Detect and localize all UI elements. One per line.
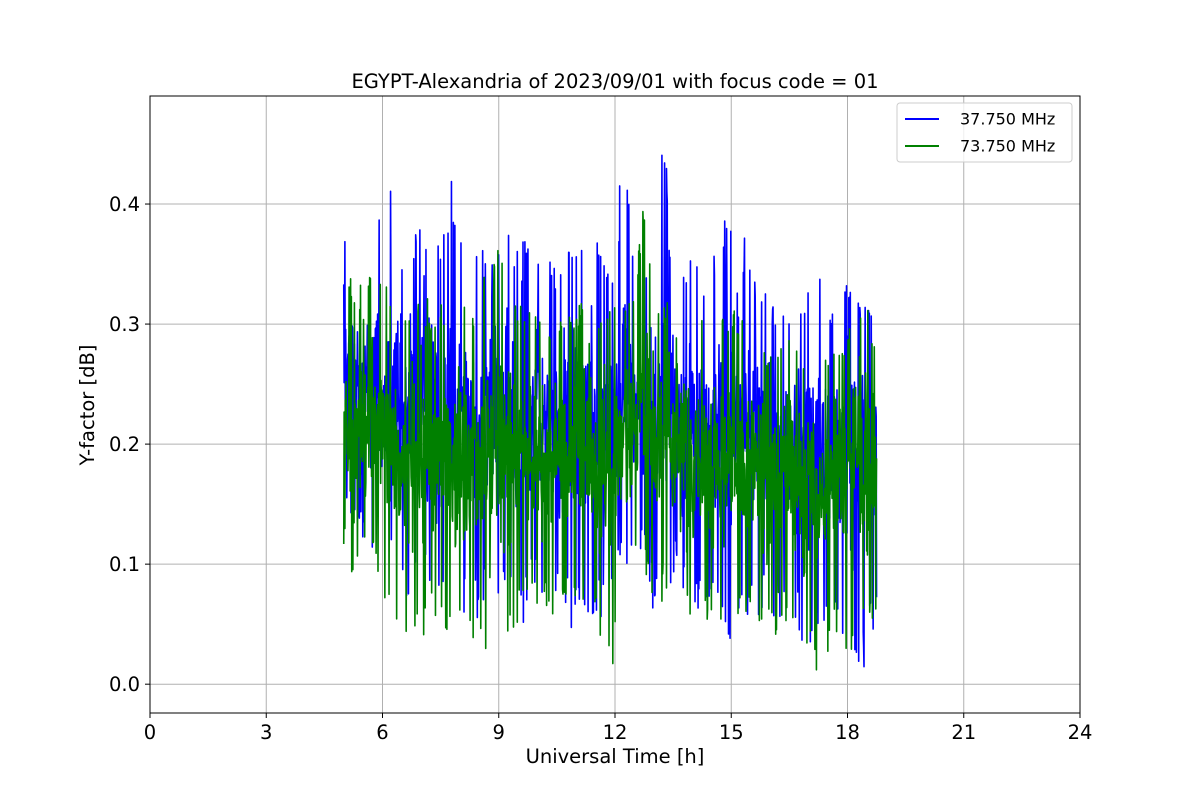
x-axis-ticks: 0 3 6 9 12 15 18 21 24 — [144, 713, 1093, 744]
series-line-2 — [342, 210, 878, 671]
legend: 37.750 MHz 73.750 MHz — [896, 102, 1073, 163]
y-axis-label: Y-factor [dB] — [76, 345, 99, 467]
x-tick-label: 9 — [493, 721, 505, 744]
x-tick-label: 12 — [603, 721, 628, 744]
y-tick-label: 0.4 — [109, 193, 140, 216]
series-layer — [342, 154, 878, 671]
x-tick-label: 24 — [1068, 721, 1093, 744]
y-tick-label: 0.1 — [109, 553, 140, 576]
x-tick-label: 3 — [260, 721, 272, 744]
x-axis-label: Universal Time [h] — [526, 745, 705, 768]
x-tick-label: 0 — [144, 721, 156, 744]
y-axis-ticks: 0.0 0.1 0.2 0.3 0.4 — [109, 193, 150, 696]
x-tick-label: 6 — [376, 721, 388, 744]
y-tick-label: 0.2 — [109, 433, 140, 456]
legend-label-series-1: 37.750 MHz — [960, 110, 1055, 129]
y-tick-label: 0.0 — [109, 673, 140, 696]
x-tick-label: 18 — [835, 721, 860, 744]
x-tick-label: 21 — [951, 721, 976, 744]
legend-frame — [896, 102, 1073, 163]
legend-label-series-2: 73.750 MHz — [960, 137, 1055, 156]
x-tick-label: 15 — [719, 721, 744, 744]
y-tick-label: 0.3 — [109, 313, 140, 336]
chart-title: EGYPT-Alexandria of 2023/09/01 with focu… — [351, 70, 878, 93]
